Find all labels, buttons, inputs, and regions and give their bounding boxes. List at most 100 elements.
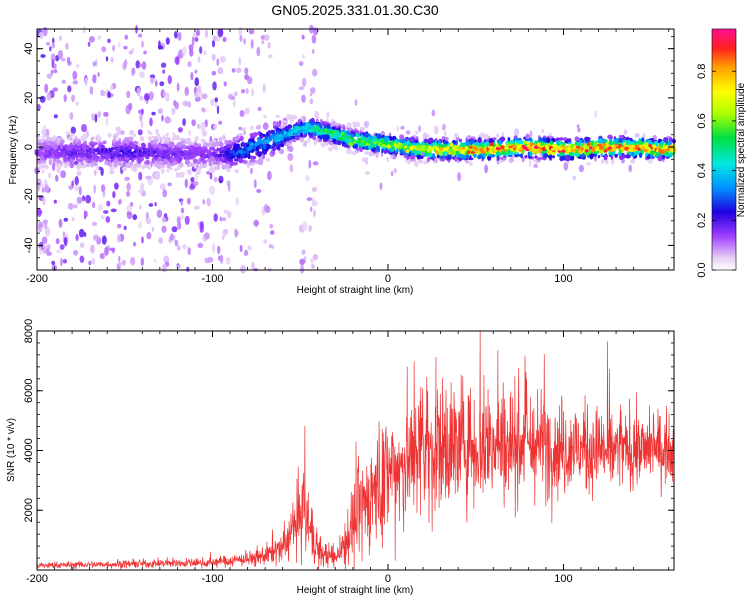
colorbar-tick-label: 0.8 [696, 64, 708, 79]
spectrogram-noise-cell [213, 176, 218, 183]
spectrogram-noise-cell [529, 130, 533, 138]
snr-x-axis-label: Height of straight line (km) [297, 585, 414, 596]
spectrogram-ridge-cell [254, 159, 259, 164]
spectrogram-ridge-cell [647, 140, 653, 146]
spectrogram-noise-cell [117, 42, 121, 48]
spectrogram-noise-cell [236, 67, 242, 73]
spectrogram-noise-cell [72, 70, 78, 80]
spectrogram-ridge-cell [201, 159, 207, 164]
spectrogram-ridge-cell [86, 163, 90, 168]
spectrogram-ridge-cell [521, 150, 525, 155]
spectrogram-ridge-cell [549, 132, 552, 137]
spectrogram-noise-cell [206, 197, 211, 207]
spectrogram-ridge-cell [35, 134, 41, 139]
y-tick-label: 6000 [23, 379, 35, 403]
spectrogram-noise-cell [312, 68, 318, 77]
spectrogram-ridge-cell [115, 126, 121, 132]
spectrogram-ridge-cell [586, 162, 592, 166]
spectrogram-ridge-cell [147, 164, 152, 169]
y-tick-label: 4000 [23, 438, 35, 462]
spectrogram-noise-cell [176, 82, 180, 92]
spectrogram-ridge-cell [157, 144, 163, 149]
spectrogram-ridge-cell [200, 138, 206, 143]
spectrogram-ridge-cell [181, 139, 186, 146]
spectrogram-noise-cell [211, 243, 216, 253]
spectrogram-noise-cell [302, 221, 308, 231]
y-tick-label: 8000 [23, 319, 35, 343]
spectrogram-ridge-core [174, 154, 178, 158]
colorbar: 0.0 0.2 0.4 0.6 0.8 Normalized spectral ampl… [696, 28, 747, 278]
spectrogram-ridge-cell [302, 128, 309, 134]
spectrogram-noise-cell [158, 237, 163, 244]
colorbar-tick-label: 0.2 [696, 213, 708, 228]
y-tick-label: 20 [23, 92, 35, 104]
spectrogram-noise-cell [140, 121, 144, 128]
spectrogram-ridge-cell [138, 146, 143, 151]
spectrogram-ridge-cell [466, 154, 469, 160]
spectrogram-ridge-cell [290, 118, 294, 124]
spectrogram-ridge-cell [629, 159, 636, 164]
colorbar-tick-label: 0.6 [696, 113, 708, 128]
spectrogram-noise-cell [121, 259, 126, 266]
spectrogram-ridge-cell [575, 149, 579, 154]
spectrogram-ridge-core [247, 146, 253, 151]
spectrogram-ridge-cell [41, 169, 45, 174]
spectrogram-noise-cell [63, 236, 68, 247]
spectrogram-ridge-cell [600, 158, 605, 164]
spectrogram-noise-cell [238, 56, 242, 66]
spectrogram-noise-cell [222, 36, 227, 43]
spectrogram-noise-cell [42, 243, 46, 249]
spectrogram-ridge-cell [198, 143, 201, 147]
spectrogram-ridge-core [448, 152, 452, 155]
spectrogram-noise-cell [97, 111, 102, 118]
spectrogram-ridge-cell [504, 152, 509, 157]
spectrogram-ridge-cell [249, 162, 255, 166]
spectrogram-noise-cell [211, 39, 216, 48]
spectrogram-ridge-cell [329, 141, 334, 146]
spectrogram-ridge-cell [92, 141, 99, 145]
spectrogram-noise-cell [162, 189, 168, 198]
spectrogram-noise-cell [363, 120, 370, 128]
spectrogram-ridge-cell [625, 154, 631, 159]
spectrogram-ridge-cell [525, 133, 530, 140]
spectrogram-ridge-cell [634, 133, 640, 138]
spectrogram-ridge-core [355, 133, 359, 138]
spectrogram-noise-cell [233, 91, 238, 97]
spectrogram-ridge-cell [216, 165, 221, 171]
spectrogram-ridge-core [281, 133, 286, 138]
spectrogram-noise-cell [312, 254, 319, 261]
spectrogram-noise-cell [51, 162, 56, 172]
spectrogram-ridge-cell [55, 136, 59, 142]
spectrogram-ridge-cell [193, 163, 197, 169]
spectrogram-noise-cell [51, 42, 55, 49]
spectrogram-ridge-cell [460, 149, 465, 155]
spectrogram-noise-cell [313, 209, 316, 218]
spectrogram-ridge-cell [199, 163, 204, 169]
spectrogram-ridge-cell [584, 136, 590, 142]
spectrogram-noise-cell [204, 29, 209, 38]
spectrogram-ridge-cell [350, 131, 355, 134]
spectrogram-ridge-cell [617, 152, 622, 156]
spectrogram-ridge-cell [192, 158, 198, 164]
spectrogram-ridge-cell [82, 145, 87, 151]
spectrogram-noise-cell [94, 113, 98, 123]
spectrogram-noise-cell [240, 264, 246, 274]
spectrogram-noise-cell [124, 34, 129, 40]
spectrogram-noise-cell [247, 245, 252, 251]
spectrogram-noise-cell [211, 70, 217, 76]
spectrogram-noise-cell [184, 178, 188, 188]
spectrogram-noise-cell [251, 261, 255, 270]
spectrogram-ridge-cell [568, 151, 574, 157]
spectrogram-ridge-cell [292, 135, 296, 140]
spectrogram-noise-cell [132, 241, 137, 247]
spectrogram-noise-cell [124, 176, 130, 181]
spectrogram-ridge-core [265, 137, 268, 140]
spectrogram-noise-cell [442, 123, 446, 131]
spectrogram-noise-cell [217, 245, 221, 255]
spectrogram-noise-cell [214, 97, 218, 103]
spectrogram-noise-cell [43, 184, 50, 193]
spectrogram-noise-cell [112, 191, 116, 199]
spectrogram-ridge-cell [269, 129, 275, 135]
spectrogram-noise-cell [71, 94, 75, 103]
